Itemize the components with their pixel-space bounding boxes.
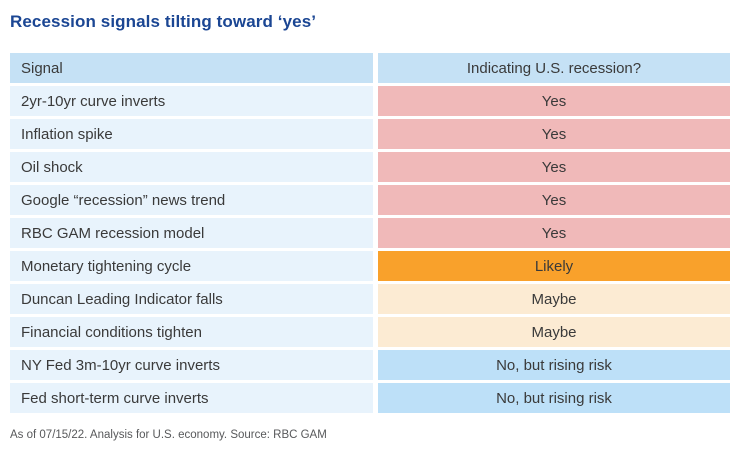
table-row: Google “recession” news trend Yes [10, 185, 730, 215]
signal-cell: Google “recession” news trend [10, 185, 373, 215]
signal-cell: NY Fed 3m-10yr curve inverts [10, 350, 373, 380]
signal-cell: Oil shock [10, 152, 373, 182]
table-row: Inflation spike Yes [10, 119, 730, 149]
answer-cell: Yes [378, 218, 730, 248]
signal-cell: Duncan Leading Indicator falls [10, 284, 373, 314]
answer-cell: Yes [378, 185, 730, 215]
answer-cell: Maybe [378, 317, 730, 347]
signal-cell: RBC GAM recession model [10, 218, 373, 248]
table-row: Fed short-term curve inverts No, but ris… [10, 383, 730, 413]
table-row: NY Fed 3m-10yr curve inverts No, but ris… [10, 350, 730, 380]
page-title: Recession signals tilting toward ‘yes’ [10, 12, 317, 31]
recession-signals-table: Signal Indicating U.S. recession? 2yr-10… [10, 53, 730, 413]
answer-cell: No, but rising risk [378, 383, 730, 413]
table-row: Monetary tightening cycle Likely [10, 251, 730, 281]
column-header-signal: Signal [10, 53, 373, 83]
signal-cell: Inflation spike [10, 119, 373, 149]
signal-cell: Financial conditions tighten [10, 317, 373, 347]
signal-cell: Fed short-term curve inverts [10, 383, 373, 413]
signal-cell: Monetary tightening cycle [10, 251, 373, 281]
table-header-row: Signal Indicating U.S. recession? [10, 53, 730, 83]
table-row: Duncan Leading Indicator falls Maybe [10, 284, 730, 314]
answer-cell: Yes [378, 152, 730, 182]
table-row: Oil shock Yes [10, 152, 730, 182]
table-row: 2yr-10yr curve inverts Yes [10, 86, 730, 116]
answer-cell: Yes [378, 86, 730, 116]
signal-cell: 2yr-10yr curve inverts [10, 86, 373, 116]
answer-cell: Likely [378, 251, 730, 281]
answer-cell: No, but rising risk [378, 350, 730, 380]
column-header-indicating-recession: Indicating U.S. recession? [378, 53, 730, 83]
source-note: As of 07/15/22. Analysis for U.S. econom… [10, 429, 327, 441]
answer-cell: Maybe [378, 284, 730, 314]
table-row: RBC GAM recession model Yes [10, 218, 730, 248]
table-row: Financial conditions tighten Maybe [10, 317, 730, 347]
answer-cell: Yes [378, 119, 730, 149]
